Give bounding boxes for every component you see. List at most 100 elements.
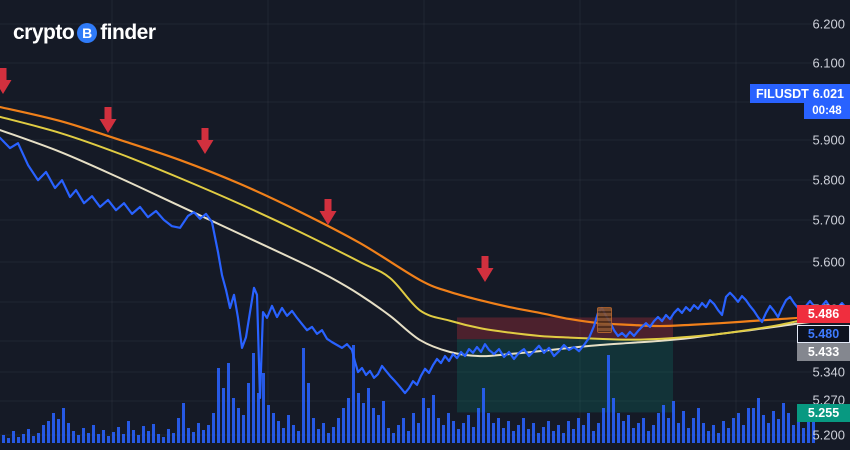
volume-bar xyxy=(652,425,655,443)
volume-bar xyxy=(47,421,50,443)
volume-bar xyxy=(632,428,635,443)
volume-bar xyxy=(272,413,275,443)
volume-bar xyxy=(17,437,20,443)
axis-tick-label: 5.600 xyxy=(812,254,845,270)
volume-bar xyxy=(82,428,85,443)
volume-bar xyxy=(287,415,290,443)
volume-bar xyxy=(647,431,650,443)
volume-bar xyxy=(452,421,455,443)
volume-bar xyxy=(337,418,340,443)
volume-bar xyxy=(42,425,45,443)
position-profit-zone[interactable] xyxy=(457,339,673,413)
volume-bar xyxy=(672,401,675,443)
volume-bar xyxy=(187,428,190,443)
volume-bar xyxy=(567,421,570,443)
bar-countdown-badge: 00:48 xyxy=(804,103,850,119)
volume-bar xyxy=(552,431,555,443)
volume-bar xyxy=(7,438,10,443)
volume-bar xyxy=(542,427,545,443)
current-price-badge: 5.480 xyxy=(797,325,850,343)
volume-bar xyxy=(507,421,510,443)
volume-bar xyxy=(257,393,260,443)
volume-bar xyxy=(697,408,700,443)
volume-bar xyxy=(147,431,150,443)
target-price-badge: 5.255 xyxy=(797,404,850,422)
volume-bar xyxy=(227,363,230,443)
volume-bar xyxy=(237,408,240,443)
volume-bar xyxy=(782,403,785,443)
volume-bar xyxy=(627,415,630,443)
volume-bar xyxy=(537,433,540,443)
volume-bar xyxy=(687,428,690,443)
volume-bar xyxy=(807,408,810,443)
volume-bar xyxy=(392,433,395,443)
axis-tick-label: 5.900 xyxy=(812,132,845,148)
volume-bar xyxy=(142,426,145,443)
volume-bar xyxy=(712,425,715,443)
volume-bar xyxy=(682,411,685,443)
volume-bar xyxy=(182,403,185,443)
volume-bar xyxy=(732,418,735,443)
axis-tick-label: 5.800 xyxy=(812,172,845,188)
volume-bar xyxy=(402,418,405,443)
volume-bar xyxy=(112,432,115,443)
volume-bar xyxy=(722,421,725,443)
volume-bar xyxy=(582,425,585,443)
volume-bar xyxy=(622,421,625,443)
series-ma-mid xyxy=(0,115,850,341)
volume-bar xyxy=(417,423,420,443)
volume-bar xyxy=(52,413,55,443)
pattern-marker-icon xyxy=(597,307,612,333)
volume-bar xyxy=(322,423,325,443)
volume-bar xyxy=(202,430,205,443)
volume-bar xyxy=(277,421,280,443)
volume-bar xyxy=(367,388,370,443)
volume-bar xyxy=(487,413,490,443)
volume-bar xyxy=(102,430,105,443)
volume-bar xyxy=(477,408,480,443)
volume-bar xyxy=(307,383,310,443)
volume-bar xyxy=(412,413,415,443)
symbol-name: FILUSDT xyxy=(756,86,809,101)
volume-bar xyxy=(422,398,425,443)
volume-bar xyxy=(217,368,220,443)
volume-bar xyxy=(292,425,295,443)
volume-bar xyxy=(242,415,245,443)
volume-bar xyxy=(362,403,365,443)
volume-bar xyxy=(747,408,750,443)
bitcoin-circle-icon: B xyxy=(77,23,98,43)
volume-bar xyxy=(462,423,465,443)
volume-bar xyxy=(302,348,305,443)
volume-bar xyxy=(107,436,110,443)
volume-bar xyxy=(262,373,265,443)
volume-bar xyxy=(122,434,125,443)
volume-bar xyxy=(472,427,475,443)
volume-bar xyxy=(497,418,500,443)
entry-price-badge: 5.433 xyxy=(797,343,850,361)
volume-bar xyxy=(607,355,610,443)
volume-bar xyxy=(427,408,430,443)
volume-bar xyxy=(62,408,65,443)
volume-bar xyxy=(357,393,360,443)
volume-bar xyxy=(572,429,575,443)
volume-bar xyxy=(172,433,175,443)
volume-bar xyxy=(12,431,15,443)
volume-bar xyxy=(762,415,765,443)
volume-bar xyxy=(677,423,680,443)
volume-bar xyxy=(467,415,470,443)
volume-bar xyxy=(167,429,170,443)
sell-arrow-marker xyxy=(319,199,337,225)
volume-bar xyxy=(557,425,560,443)
volume-bar xyxy=(267,405,270,443)
volume-bar xyxy=(597,423,600,443)
volume-bar xyxy=(717,433,720,443)
volume-bar xyxy=(22,434,25,443)
volume-bar xyxy=(27,429,30,443)
series-ma-slow xyxy=(0,105,850,328)
volume-bar xyxy=(787,413,790,443)
logo-text-suffix: finder xyxy=(100,21,156,44)
volume-bar xyxy=(527,429,530,443)
